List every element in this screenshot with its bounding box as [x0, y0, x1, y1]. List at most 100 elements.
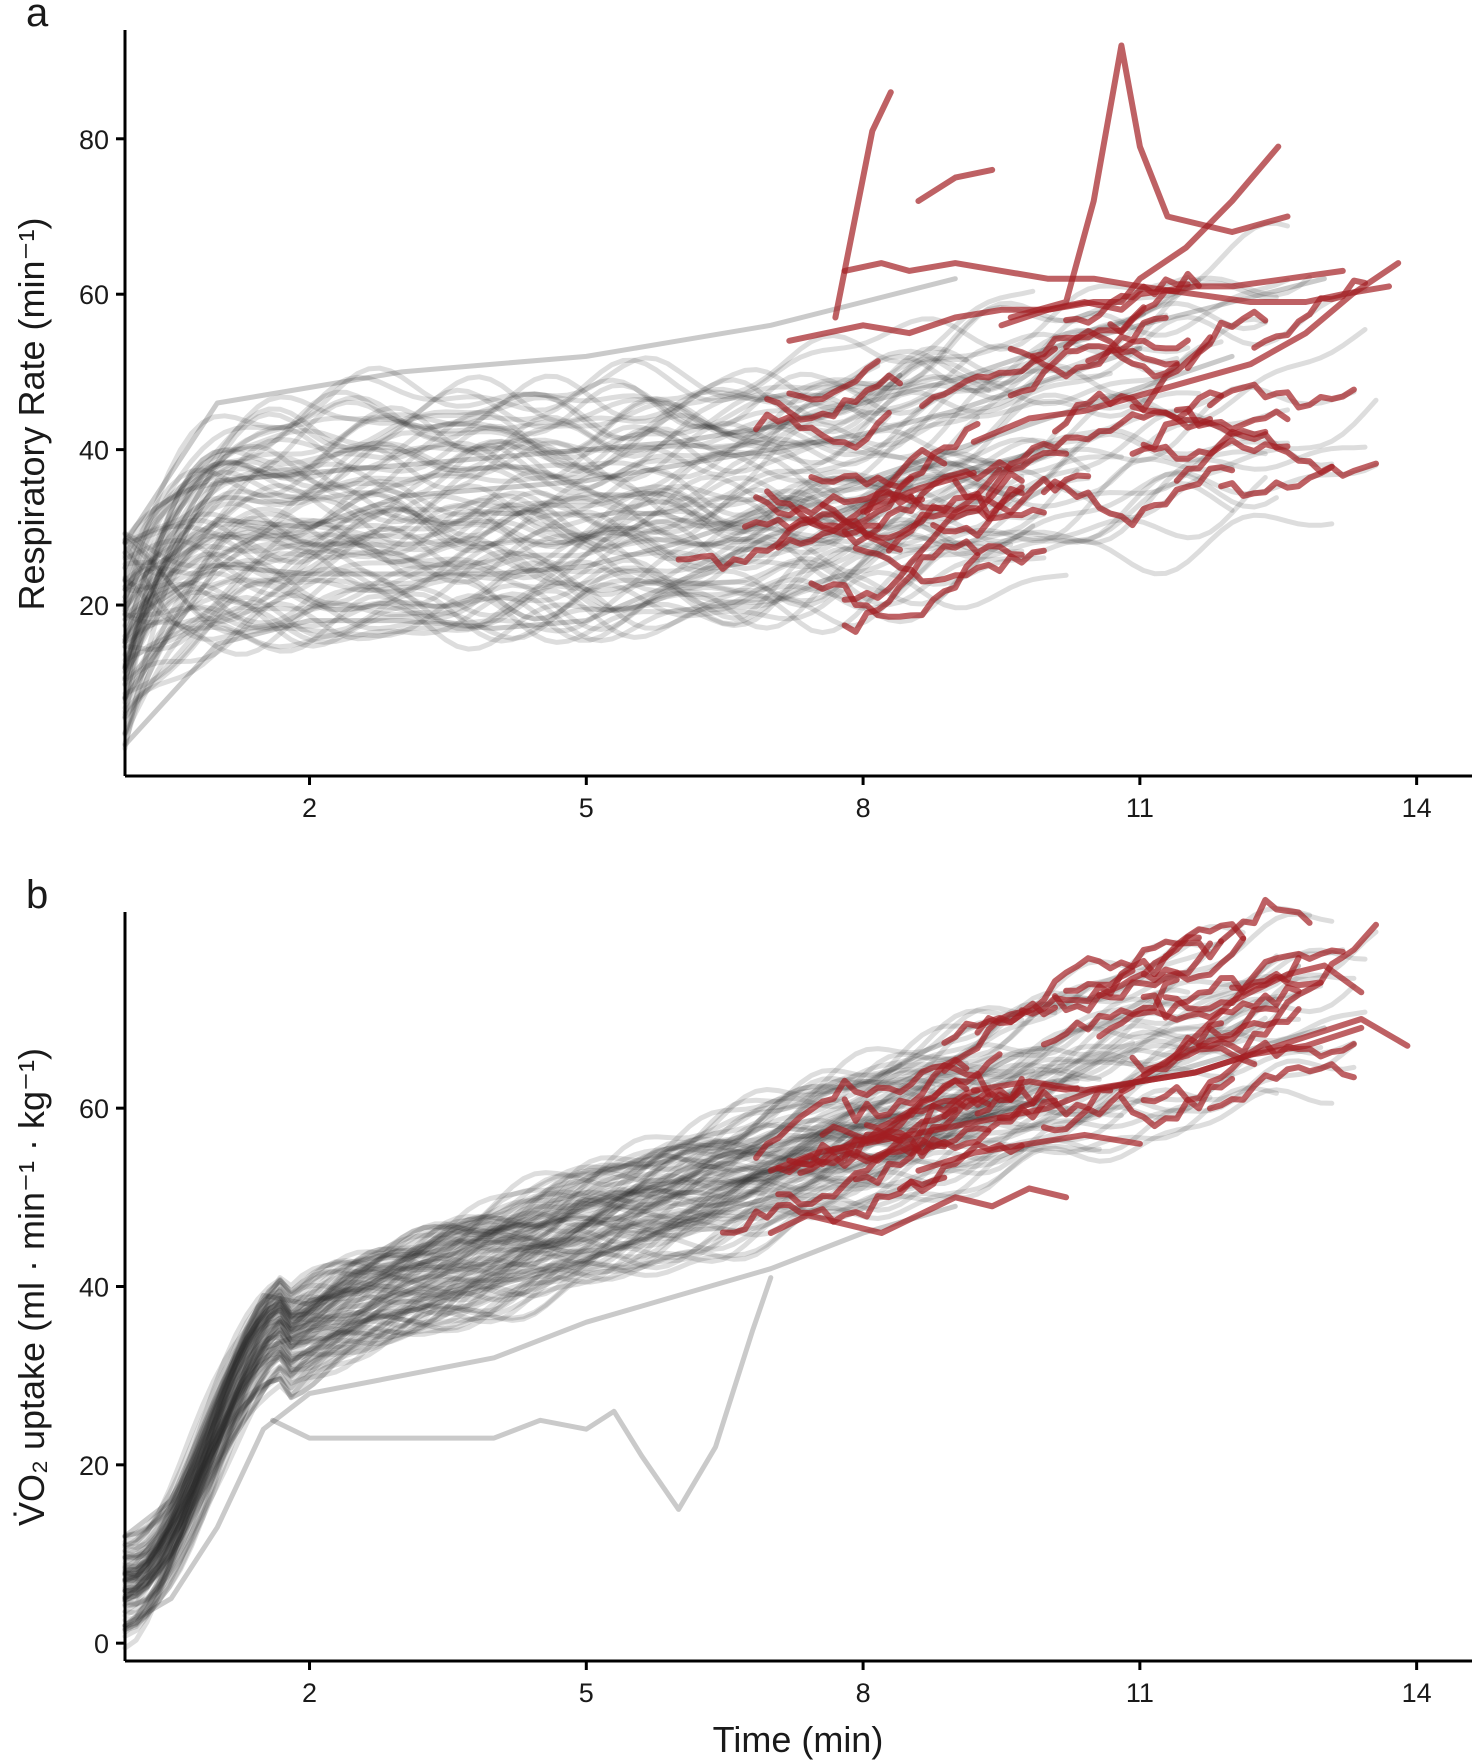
series-line-highlight	[1140, 1039, 1357, 1105]
y-tick-label: 60	[79, 1094, 109, 1124]
series-line	[122, 1203, 958, 1628]
series-line	[122, 1042, 1357, 1608]
series-line-highlight	[1096, 984, 1302, 1040]
series-line	[122, 1100, 992, 1571]
series-line-highlight	[1251, 277, 1368, 351]
series-line	[122, 972, 1357, 1594]
series-line	[122, 1047, 1257, 1545]
series-line	[122, 1069, 969, 1608]
series-line-highlight	[1063, 967, 1136, 994]
series-line	[122, 288, 1036, 583]
series-line-highlight	[753, 409, 892, 451]
series-line	[122, 514, 1036, 663]
series-line	[122, 540, 1025, 649]
series-line	[122, 276, 958, 546]
x-tick-label: 2	[302, 1678, 317, 1708]
series-line-highlight	[998, 143, 1282, 329]
series-line	[270, 1275, 774, 1512]
series-line	[122, 392, 947, 600]
series-line	[122, 1090, 1014, 1609]
series-line	[122, 987, 1191, 1561]
axes-b: 2 5 8 11 14 0 20 40 60	[79, 912, 1472, 1708]
series-line	[122, 953, 1279, 1577]
series-line	[122, 363, 881, 616]
series-line	[122, 468, 1080, 632]
series-line-highlight	[1218, 460, 1379, 499]
series-line	[122, 1087, 1335, 1583]
series-line	[122, 462, 1379, 711]
series-line	[122, 444, 1368, 737]
series-line	[122, 1113, 903, 1602]
series-line	[122, 1015, 1268, 1574]
y-tick-label: 60	[79, 280, 109, 310]
series-line	[122, 963, 1302, 1596]
series-line-highlight	[841, 504, 1047, 603]
series-line-highlight	[1173, 405, 1269, 438]
series-line-highlight	[1162, 947, 1346, 1013]
series-line	[122, 491, 925, 681]
series-line-highlight	[1107, 270, 1202, 336]
y-axis-title-a: Respiratory Rate (min⁻¹)	[11, 217, 52, 610]
series-line	[122, 393, 1224, 646]
series-line	[122, 277, 1290, 628]
series-line-highlight	[1052, 940, 1213, 1014]
series-line	[122, 555, 936, 721]
series-line	[122, 1143, 1102, 1632]
series-line	[122, 965, 1135, 1584]
series-line	[122, 343, 1180, 567]
series-line-highlight	[1040, 1083, 1136, 1134]
series-line	[122, 512, 1335, 652]
series-line-highlight	[863, 447, 948, 516]
panel-label-b: b	[26, 873, 48, 917]
series-line	[122, 448, 1069, 736]
series-line	[122, 569, 1069, 657]
series-line	[122, 437, 1091, 611]
series-line-highlight	[841, 1097, 1058, 1162]
series-line	[122, 340, 1213, 622]
series-line	[122, 1110, 958, 1600]
series-line	[122, 963, 1302, 1570]
series-line	[122, 1078, 992, 1603]
y-axis-title-b: V̇O₂ uptake (ml · min⁻¹ · kg⁻¹)	[11, 1048, 52, 1526]
grey-curves-b	[122, 905, 1379, 1651]
x-tick-label: 8	[856, 793, 871, 823]
series-line-highlight	[1129, 1020, 1225, 1074]
axes-a: 2 5 8 11 14 20 40 60 80	[79, 30, 1472, 823]
series-line	[122, 996, 1279, 1569]
series-line	[122, 1073, 1235, 1600]
y-tick-label: 80	[79, 125, 109, 155]
series-line	[122, 471, 1279, 642]
series-line	[122, 978, 1180, 1582]
series-line	[122, 450, 1124, 583]
series-line	[122, 300, 1268, 720]
series-line	[122, 1003, 1279, 1551]
series-line	[122, 312, 1169, 571]
y-tick-label: 20	[79, 591, 109, 621]
series-line-highlight	[1207, 1061, 1357, 1112]
x-tick-label: 5	[579, 1678, 594, 1708]
series-line-highlight	[841, 449, 1070, 547]
series-line	[122, 390, 1202, 658]
series-line-highlight	[742, 475, 915, 532]
series-line-highlight	[1052, 389, 1225, 435]
series-line	[122, 558, 980, 714]
series-line-highlight	[1140, 1045, 1258, 1079]
y-tick-label: 40	[79, 1273, 109, 1303]
series-line	[122, 474, 914, 643]
x-tick-label: 14	[1402, 1678, 1432, 1708]
series-line-highlight	[1063, 276, 1191, 326]
series-line	[122, 1019, 1246, 1584]
series-line-highlight	[1129, 408, 1291, 457]
series-line	[122, 983, 1324, 1639]
series-line-highlight	[764, 372, 903, 423]
series-line-highlight	[1007, 343, 1180, 399]
x-tick-label: 8	[856, 1678, 871, 1708]
y-tick-label: 20	[79, 1451, 109, 1481]
series-line	[122, 522, 980, 626]
series-line	[122, 408, 1268, 586]
series-line-highlight	[852, 1127, 992, 1186]
series-line	[122, 487, 881, 681]
series-line	[122, 983, 1357, 1539]
series-line-highlight	[1218, 896, 1313, 945]
series-line	[122, 540, 892, 652]
